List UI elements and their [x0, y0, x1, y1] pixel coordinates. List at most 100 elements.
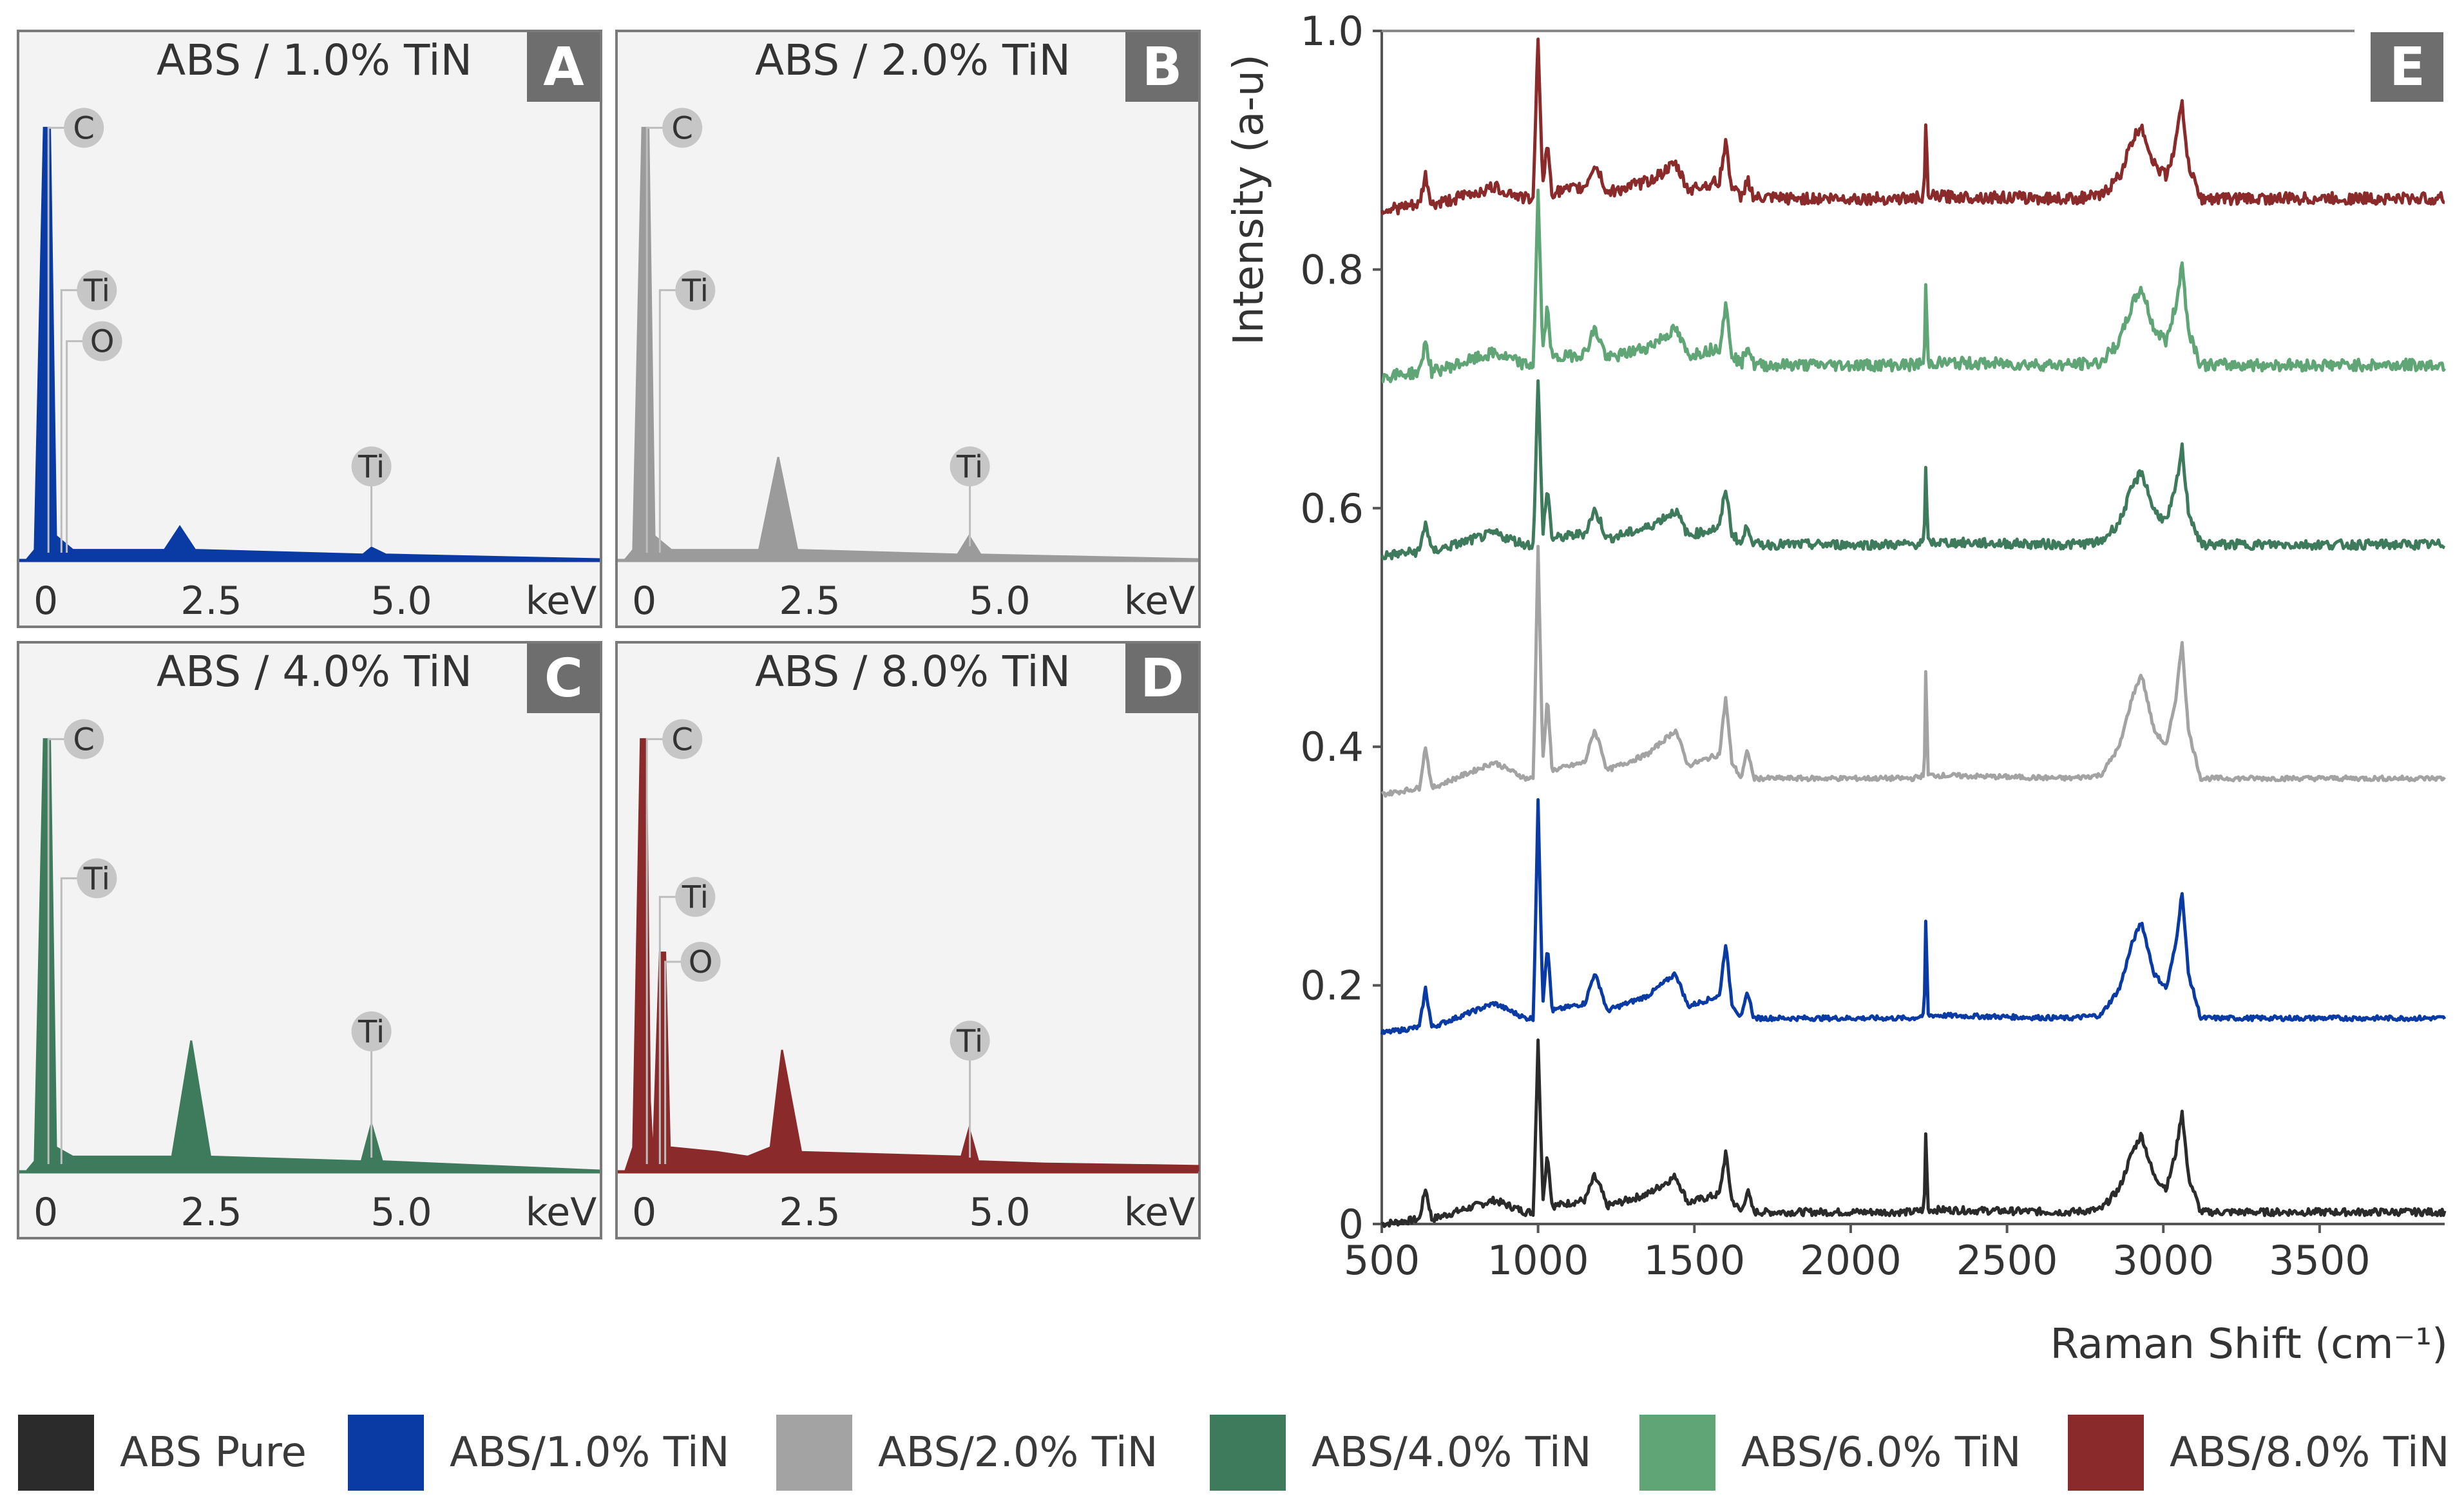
panel-d-peak-ti-1-leader: [658, 895, 678, 1164]
panel-a-peak-o-2-leader: [66, 340, 84, 553]
panel-a-peak-c-0-label: C: [73, 110, 95, 146]
panel-d-xtick-2: 5.0: [969, 1190, 1030, 1235]
legend-label-abs-6: ABS/6.0% TiN: [1741, 1429, 2021, 1477]
legend-swatch-abs-8: [2068, 1415, 2144, 1491]
legend-item-abs-4: ABS/4.0% TiN: [1210, 1414, 1591, 1491]
raman-series-abs-1-0-tin: [1380, 798, 2447, 1035]
raman-xtick-label-5: 3000: [2112, 1237, 2214, 1284]
legend-item-abs-2: ABS/2.0% TiN: [776, 1414, 1158, 1491]
panel-c-peak-ti-1-leader: [60, 877, 79, 1164]
raman-ytick-label-1: 0.2: [1300, 962, 1364, 1009]
panel-a-xtick-2: 5.0: [370, 578, 432, 624]
raman-ytick-label-2: 0.4: [1300, 723, 1364, 770]
panel-b-xtick-0: 0: [632, 578, 656, 624]
panel-d-peak-ti-3-label: Ti: [956, 1023, 983, 1059]
panel-d-peak-ti-3-marker: [950, 1020, 990, 1061]
panel-c-peak-ti-1-label: Ti: [83, 861, 110, 897]
panel-d-peak-c-0-marker: [662, 719, 703, 760]
panel-a-peak-ti-3-label: Ti: [358, 449, 385, 485]
panel-c-frame: [17, 641, 602, 1239]
raman-series-abs-4-0-tin: [1380, 379, 2445, 560]
panel-d-peak-ti-1-label: Ti: [682, 879, 709, 915]
panel-a-xtick-1: 2.5: [180, 578, 242, 624]
panel-c-xtick-1: 2.5: [180, 1190, 242, 1235]
legend-item-abs-6: ABS/6.0% TiN: [1639, 1414, 2021, 1491]
panel-e-letter: E: [2389, 37, 2425, 98]
eds-panels: C Ti O Ti ABS / 1.0% TiN A 0 2.5 5.0 keV C Ti Ti ABS …: [17, 30, 1201, 1239]
panel-c-xtick-3: keV: [526, 1190, 597, 1235]
raman-series-abs-8-0-tin: [1380, 37, 2445, 216]
panel-a-spectrum: [24, 126, 600, 560]
legend-label-abs-8: ABS/8.0% TiN: [2170, 1429, 2450, 1477]
panel-b-letter: B: [1142, 37, 1183, 98]
panel-a-badge: [527, 32, 600, 102]
panel-d-peak-o-2-marker: [680, 942, 721, 982]
raman-ytick-label-0: 0: [1339, 1201, 1364, 1248]
legend-item-abs-1: ABS/1.0% TiN: [348, 1414, 729, 1491]
panel-d-letter: D: [1140, 648, 1184, 709]
panel-b-spectrum: [623, 126, 1199, 560]
panel-b: C Ti Ti ABS / 2.0% TiN B 0 2.5 5.0 keV: [615, 30, 1201, 628]
panel-a-peak-c-0-leader: [47, 126, 66, 553]
panel-a-letter: A: [543, 37, 584, 98]
panel-e-badge: [2371, 32, 2443, 102]
panel-c-peak-ti-2-marker: [351, 1011, 392, 1051]
panel-c-letter: C: [544, 648, 583, 709]
panel-b-title: ABS / 2.0% TiN: [755, 35, 1071, 85]
panel-b-peak-ti-1-marker: [675, 270, 716, 311]
panel-a-title: ABS / 1.0% TiN: [157, 35, 472, 85]
panel-c-peak-c-0-label: C: [73, 722, 95, 758]
raman-xtick-label-0: 500: [1344, 1237, 1420, 1284]
raman-xtick-label-3: 2000: [1800, 1237, 1902, 1284]
legend: ABS Pure ABS/1.0% TiN ABS/2.0% TiN ABS/4…: [0, 1385, 2464, 1501]
panel-b-frame: [615, 30, 1201, 628]
panel-d-peak-ti-1-marker: [675, 877, 716, 917]
panel-a: C Ti O Ti ABS / 1.0% TiN A 0 2.5 5.0 keV: [17, 30, 602, 628]
panel-d-frame: [615, 641, 1201, 1239]
raman-xtick-label-6: 3500: [2269, 1237, 2371, 1284]
legend-label-abs-2: ABS/2.0% TiN: [878, 1429, 1158, 1477]
panel-d-badge: [1125, 644, 1198, 713]
raman-xtick-label-2: 1500: [1643, 1237, 1745, 1284]
panel-c-xtick-2: 5.0: [370, 1190, 432, 1235]
raman-xtick-label-4: 2500: [1956, 1237, 2058, 1284]
panel-a-peak-ti-3-marker: [351, 446, 392, 486]
raman-series-abs-2-0-tin: [1380, 544, 2447, 798]
panel-d: C Ti O Ti ABS / 8.0% TiN D 0 2.5 5.0 keV: [615, 641, 1201, 1239]
raman-ytick-label-3: 0.6: [1300, 485, 1364, 532]
panel-b-xtick-2: 5.0: [969, 578, 1030, 624]
panel-b-peak-ti-2-label: Ti: [956, 449, 983, 485]
panel-a-peak-ti-1-label: Ti: [83, 272, 110, 309]
raman-ytick-label-4: 0.8: [1300, 246, 1364, 293]
legend-label-abs-pure: ABS Pure: [120, 1429, 307, 1477]
raman-x-label: Raman Shift (cm⁻¹): [2050, 1321, 2448, 1368]
panel-d-peak-o-2-leader: [664, 961, 683, 1164]
panel-c-xtick-0: 0: [33, 1190, 58, 1235]
panel-c-spectrum: [24, 738, 600, 1172]
panel-c-peak-ti-1-marker: [77, 858, 117, 899]
panel-a-peak-o-2-label: O: [90, 324, 115, 360]
panel-b-peak-c-0-leader: [645, 126, 665, 553]
legend-item-abs-pure: ABS Pure: [18, 1414, 307, 1491]
raman-xtick-label-1: 1000: [1487, 1237, 1589, 1284]
panel-c-title: ABS / 4.0% TiN: [157, 647, 472, 696]
legend-swatch-abs-6: [1639, 1415, 1715, 1491]
panel-b-badge: [1125, 32, 1198, 102]
raman-ytick-label-5: 1.0: [1300, 8, 1364, 55]
legend-label-abs-1: ABS/1.0% TiN: [450, 1429, 730, 1477]
panel-a-peak-ti-1-leader: [60, 289, 79, 553]
panel-b-peak-ti-1-leader: [658, 289, 678, 553]
panel-d-xtick-1: 2.5: [779, 1190, 840, 1235]
panel-c-peak-c-0-leader: [47, 738, 66, 1164]
legend-item-abs-8: ABS/8.0% TiN: [2068, 1414, 2449, 1491]
panel-c-badge: [527, 644, 600, 713]
panel-d-xtick-0: 0: [632, 1190, 656, 1235]
panel-c-peak-ti-2-label: Ti: [358, 1014, 385, 1050]
raman-panel: 0 0.2 0.4 0.6 0.8 1.0 500 1000 1500 2000 2500 3000 3…: [1225, 8, 2448, 1368]
panel-d-peak-c-0-leader: [645, 738, 665, 1164]
legend-swatch-abs-2: [776, 1415, 852, 1491]
panel-b-peak-c-0-marker: [662, 108, 703, 148]
panel-b-xtick-3: keV: [1124, 578, 1196, 624]
panel-a-xtick-3: keV: [526, 578, 597, 624]
panel-d-peak-c-0-label: C: [671, 722, 693, 758]
